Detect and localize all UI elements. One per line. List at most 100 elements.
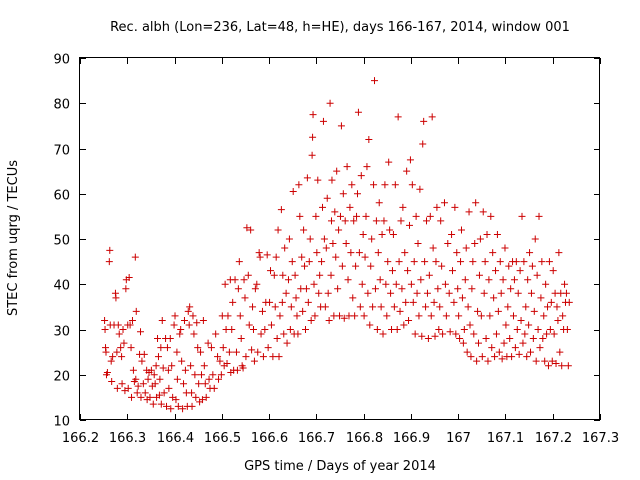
data-point — [242, 353, 250, 361]
y-tick-label: 50 — [53, 234, 70, 249]
x-axis-label: GPS time / Days of year 2014 — [244, 459, 436, 474]
data-point — [232, 348, 240, 356]
data-point — [564, 362, 572, 370]
data-point — [420, 117, 428, 125]
data-point — [245, 321, 253, 329]
data-point — [284, 276, 292, 284]
data-point — [179, 405, 187, 413]
data-point — [141, 389, 149, 397]
data-point — [506, 335, 514, 343]
data-point — [253, 280, 261, 288]
x-tick-label: 167.2 — [535, 431, 572, 446]
data-point — [185, 321, 193, 329]
y-tick-label: 10 — [53, 415, 70, 430]
data-point — [409, 298, 417, 306]
data-point — [132, 375, 140, 383]
data-point — [425, 271, 433, 279]
data-point — [296, 212, 304, 220]
data-point — [435, 326, 443, 333]
data-point — [517, 316, 525, 324]
data-point — [422, 303, 430, 311]
data-point — [202, 393, 210, 401]
data-point — [518, 212, 526, 220]
data-point — [432, 258, 440, 266]
data-point — [453, 249, 461, 257]
x-axis: 166.2 166.3 166.4 166.5 166.6 166.7 166.8 166.9… — [62, 58, 619, 446]
data-point — [549, 267, 557, 275]
data-point — [249, 303, 257, 311]
data-point — [154, 353, 162, 361]
data-point — [113, 348, 121, 356]
data-point — [157, 344, 165, 352]
data-point — [373, 326, 381, 333]
data-point — [281, 244, 289, 252]
data-point — [270, 271, 278, 279]
data-point — [501, 244, 509, 252]
data-point — [486, 312, 494, 320]
data-point — [353, 190, 361, 198]
data-point — [275, 353, 283, 361]
data-point — [197, 348, 205, 356]
data-point — [351, 312, 359, 320]
x-tick-label: 166.7 — [298, 431, 335, 446]
data-point — [133, 389, 141, 397]
data-point — [150, 371, 158, 379]
data-point — [515, 350, 523, 358]
data-point — [550, 330, 558, 338]
data-point — [205, 375, 213, 383]
data-point — [498, 355, 506, 363]
data-point — [214, 353, 222, 361]
data-point — [301, 262, 309, 270]
data-point — [535, 212, 543, 220]
data-point — [118, 380, 126, 388]
y-tick-label: 30 — [53, 325, 70, 340]
data-point — [352, 262, 360, 270]
data-point — [354, 108, 362, 116]
data-point — [455, 312, 463, 320]
data-point — [539, 335, 547, 343]
data-point — [319, 203, 327, 211]
data-point — [298, 253, 306, 261]
data-point — [274, 226, 282, 234]
data-point — [103, 368, 111, 376]
data-point — [368, 235, 376, 243]
data-point — [367, 262, 375, 270]
data-point — [423, 289, 431, 297]
data-point — [251, 285, 259, 293]
data-point — [436, 303, 444, 311]
data-point — [439, 330, 447, 338]
data-point — [442, 312, 450, 320]
data-point — [483, 230, 491, 238]
data-point — [544, 303, 552, 311]
data-point — [186, 303, 194, 311]
data-point — [343, 163, 351, 171]
data-point — [194, 344, 202, 352]
data-point — [187, 362, 195, 370]
data-point — [176, 330, 184, 338]
data-point — [413, 289, 421, 297]
data-point — [102, 348, 110, 356]
data-point — [234, 285, 242, 293]
data-point — [491, 353, 499, 361]
data-point — [492, 330, 500, 338]
data-point — [398, 285, 406, 293]
data-point — [562, 289, 570, 297]
data-point — [337, 122, 345, 130]
data-point — [430, 298, 438, 306]
data-point — [391, 181, 399, 189]
data-point — [505, 262, 513, 270]
data-point — [467, 353, 475, 361]
data-point — [269, 353, 277, 361]
data-point — [493, 230, 501, 238]
data-point — [233, 366, 241, 374]
data-point — [511, 344, 519, 352]
data-point — [381, 181, 389, 189]
data-point — [514, 289, 522, 297]
data-point — [113, 384, 121, 392]
data-point — [228, 326, 236, 333]
data-point — [527, 289, 535, 297]
data-point — [127, 344, 135, 352]
data-point — [538, 258, 546, 266]
data-point — [190, 330, 198, 338]
data-point — [306, 235, 314, 243]
